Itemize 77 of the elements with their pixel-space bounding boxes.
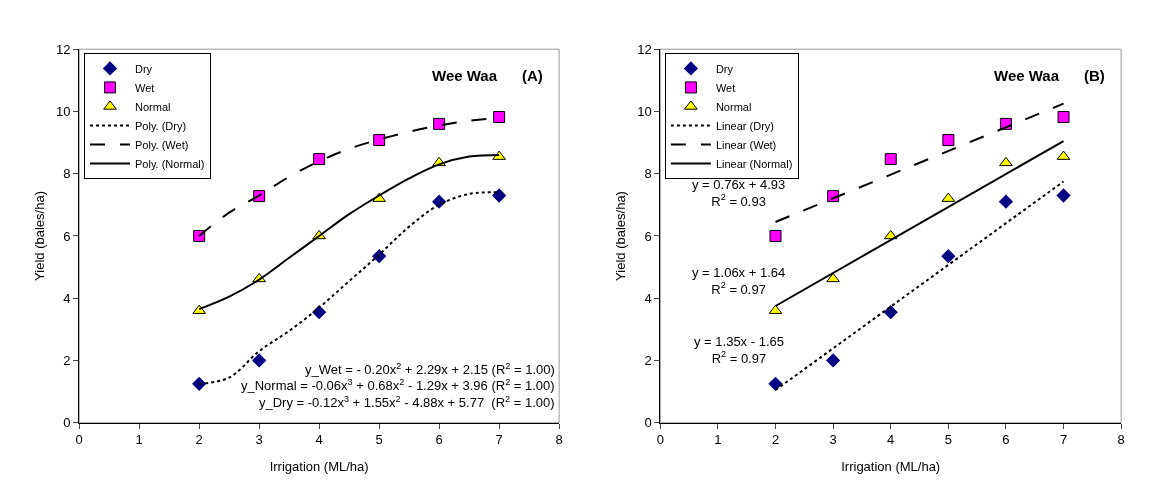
point (493, 111, 506, 124)
y-tick-label: 6 (644, 228, 652, 244)
point (373, 134, 386, 147)
y-tick-label: 2 (63, 353, 71, 369)
x-tick-label: 5 (944, 432, 952, 448)
point (884, 153, 897, 166)
y-tick-label: 4 (644, 290, 652, 306)
point (492, 150, 506, 160)
x-tick-label: 4 (315, 432, 323, 448)
point (941, 249, 956, 264)
legend-label: Poly. (Normal) (134, 157, 205, 170)
y-tick-label: 6 (63, 228, 71, 244)
point (826, 272, 840, 283)
y-tick-label: 10 (637, 104, 652, 119)
legend-label: Dry (715, 62, 734, 75)
x-axis-title: Irrigation (ML/ha) (269, 458, 369, 474)
point (883, 305, 898, 320)
x-tick-label: 3 (829, 432, 837, 448)
annotation: y_Dry = -0.12x$^{3}$ + 1.55x$^{2}$ - 4.88x + 5.77 (R$^{2}$ = 1.00) (259, 394, 555, 411)
annotation: y_Wet = - 0.20x$^{2}$ + 2.29x + 2.15 (R$^{2}$ = 1.00) (305, 361, 555, 378)
y-tick-label: 12 (637, 41, 652, 57)
point (252, 353, 267, 368)
point (998, 194, 1014, 209)
annotation: y = 1.35x - 1.65 R$^{2}$ = 0.97 (694, 334, 784, 366)
point (433, 117, 446, 130)
legend-label: Wet (715, 81, 736, 94)
annotation: y = 0.76x + 4.93 R$^{2}$ = 0.93 (692, 177, 786, 209)
x-tick-label: 6 (1002, 432, 1010, 448)
text: Wee Waa (A) (432, 67, 543, 84)
text: Wee Waa (B) (994, 67, 1105, 84)
point (768, 376, 783, 391)
annotation: y_Normal = -0.06x$^{3}$ + 0.68x$^{2}$ - 1.29x + 3.96 (R$^{2}$ = 1.00) (241, 377, 555, 394)
legend-label: Wet (134, 81, 155, 94)
y-axis-title: Yield (bales/ha) (613, 191, 629, 281)
y-tick-label: 4 (63, 290, 71, 306)
annotation: y = 1.06x + 1.64 R$^{2}$ = 0.97 (692, 265, 786, 297)
x-tick-label: 5 (375, 432, 383, 448)
x-tick-label: 8 (555, 432, 563, 448)
point (999, 156, 1013, 167)
x-tick-label: 3 (255, 432, 263, 448)
x-tick-label: 7 (1059, 432, 1068, 448)
y-tick-label: 8 (644, 166, 652, 182)
legend-label: Poly. (Dry) (134, 119, 187, 132)
y-tick-label: 0 (644, 415, 652, 431)
legend-label: Linear (Normal) (715, 157, 793, 170)
x-tick-label: 7 (495, 432, 503, 448)
legend-label: Dry (134, 62, 153, 75)
legend-label: Linear (Wet) (715, 138, 777, 151)
point (825, 353, 841, 368)
y-tick-label: 2 (644, 353, 652, 369)
x-tick-label: 4 (887, 432, 895, 448)
legend-label: Linear (Dry) (715, 119, 774, 132)
x-tick-label: 0 (75, 432, 83, 448)
x-tick-label: 8 (1117, 432, 1125, 448)
point (942, 134, 955, 147)
point (372, 249, 387, 264)
point (192, 376, 207, 391)
x-tick-label: 6 (435, 432, 443, 448)
y-axis-title: Yield (bales/ha) (32, 191, 48, 281)
x-tick-label: 2 (195, 432, 203, 448)
y-tick-label: 12 (56, 41, 71, 57)
point (1057, 111, 1070, 124)
y-tick-label: 8 (63, 166, 71, 182)
y-tick-label: 0 (63, 415, 71, 431)
x-tick-label: 2 (771, 432, 780, 448)
x-axis-title: Irrigation (ML/ha) (841, 458, 941, 474)
legend-label: Normal (715, 100, 752, 113)
legend-label: Normal (134, 100, 171, 113)
point (313, 153, 326, 166)
point (769, 229, 782, 242)
x-tick-label: 1 (135, 432, 143, 448)
legend-label: Poly. (Wet) (134, 138, 189, 151)
x-tick-label: 1 (714, 432, 722, 448)
point (1056, 188, 1071, 203)
point (491, 188, 507, 203)
y-tick-label: 10 (56, 104, 71, 119)
x-tick-label: 0 (656, 432, 664, 448)
